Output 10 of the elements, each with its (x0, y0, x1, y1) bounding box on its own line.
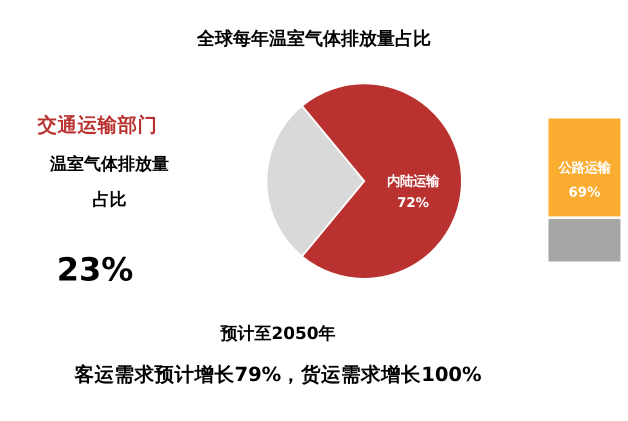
text: 23% (56, 250, 134, 289)
chart-title: 全球每年温室气体排放量占比 (196, 28, 431, 50)
text: 预计至2050年 (220, 323, 336, 344)
data-label: 72% (397, 196, 429, 211)
text: 交通运输部门 (36, 113, 158, 136)
text: 温室气体排放量占比 (48, 154, 169, 210)
text: 客运需求预计增长79%，货运需求增长100% (73, 362, 482, 386)
slice-label: 内陆运输 (387, 174, 440, 190)
series-label: 公路运输 (557, 160, 612, 176)
data-label: 69% (568, 186, 600, 201)
